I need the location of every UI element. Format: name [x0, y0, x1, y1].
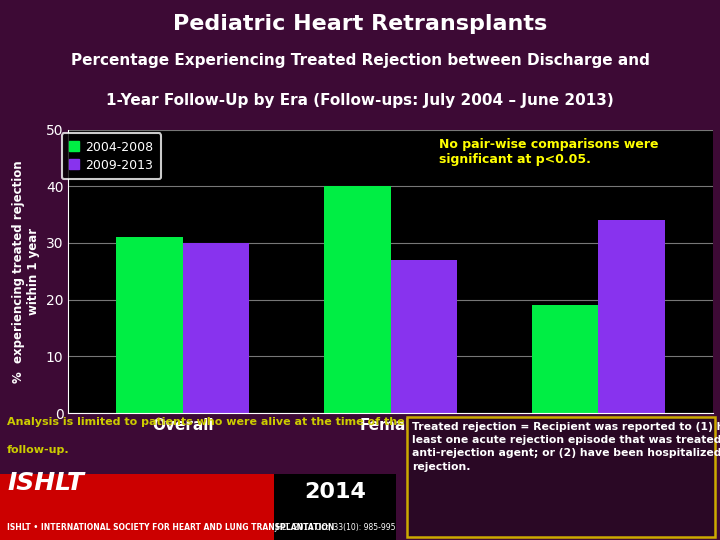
FancyBboxPatch shape [274, 474, 396, 540]
Text: 2014: 2014 [304, 482, 366, 502]
Text: ISHLT: ISHLT [7, 471, 84, 495]
Bar [532, 306, 598, 413]
Legend: 2004-2008, 2009-2013: 2004-2008, 2009-2013 [62, 133, 161, 179]
Text: JHLT. 2014 Oct; 33(10): 985-995: JHLT. 2014 Oct; 33(10): 985-995 [274, 523, 395, 532]
Bar [324, 186, 391, 413]
Bar [391, 260, 457, 413]
Bar [183, 243, 249, 413]
Text: ISHLT • INTERNATIONAL SOCIETY FOR HEART AND LUNG TRANSPLANTATION: ISHLT • INTERNATIONAL SOCIETY FOR HEART … [7, 523, 335, 532]
FancyBboxPatch shape [0, 474, 274, 540]
FancyBboxPatch shape [407, 417, 715, 537]
Text: 1-Year Follow-Up by Era (Follow-ups: July 2004 – June 2013): 1-Year Follow-Up by Era (Follow-ups: Jul… [106, 93, 614, 107]
Text: No pair-wise comparisons were
significant at p<0.05.: No pair-wise comparisons were significan… [439, 138, 658, 166]
Text: Analysis is limited to patients who were alive at the time of the: Analysis is limited to patients who were… [7, 417, 405, 427]
Text: Pediatric Heart Retransplants: Pediatric Heart Retransplants [173, 14, 547, 34]
Text: follow-up.: follow-up. [7, 445, 70, 455]
Y-axis label: %  experiencing treated rejection
within 1 year: % experiencing treated rejection within … [12, 160, 40, 383]
Text: Treated rejection = Recipient was reported to (1) have at
least one acute reject: Treated rejection = Recipient was report… [412, 422, 720, 471]
Text: Percentage Experiencing Treated Rejection between Discharge and: Percentage Experiencing Treated Rejectio… [71, 53, 649, 69]
Bar [116, 238, 183, 413]
Bar [598, 220, 665, 413]
